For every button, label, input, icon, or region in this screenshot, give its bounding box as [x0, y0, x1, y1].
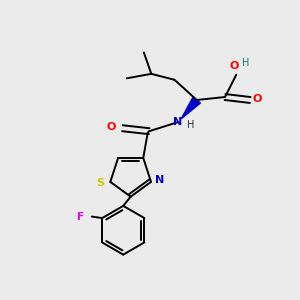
Text: O: O — [106, 122, 116, 132]
Text: H: H — [242, 58, 249, 68]
Text: N: N — [173, 117, 182, 127]
Text: S: S — [97, 178, 104, 188]
Text: N: N — [155, 176, 164, 185]
Text: H: H — [187, 120, 194, 130]
Text: F: F — [77, 212, 84, 222]
Text: O: O — [229, 61, 239, 71]
Text: O: O — [252, 94, 262, 104]
Polygon shape — [181, 97, 200, 119]
